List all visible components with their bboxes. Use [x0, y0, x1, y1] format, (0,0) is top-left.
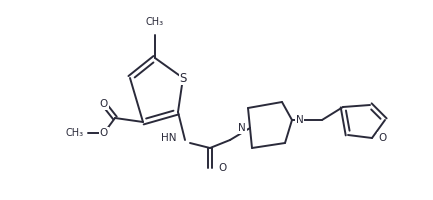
Text: CH₃: CH₃	[146, 17, 164, 27]
Text: S: S	[179, 72, 187, 84]
Text: O: O	[218, 163, 226, 173]
Text: HN: HN	[162, 133, 177, 143]
Text: N: N	[238, 123, 246, 133]
Text: N: N	[296, 115, 304, 125]
Text: O: O	[378, 133, 386, 143]
Text: O: O	[100, 99, 108, 109]
Text: CH₃: CH₃	[66, 128, 84, 138]
Text: O: O	[100, 128, 108, 138]
